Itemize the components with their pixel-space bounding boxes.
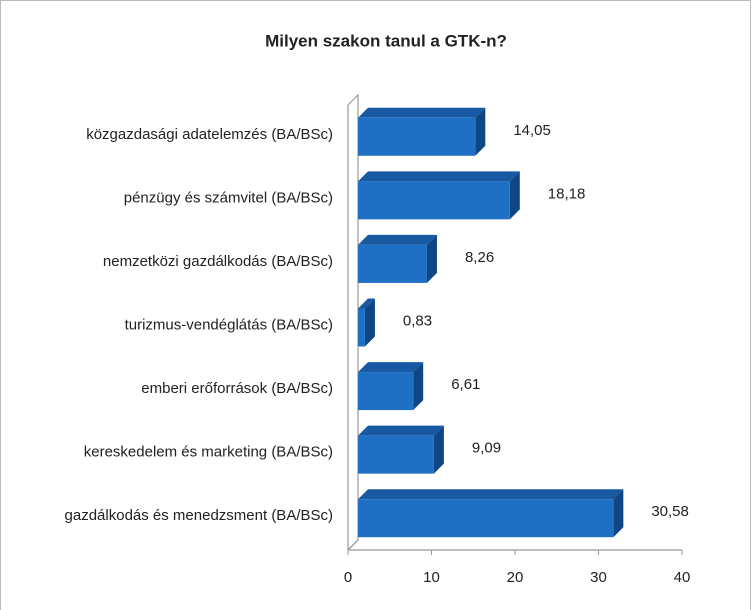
value-label: 0,83 [403,312,432,329]
bar [358,308,365,347]
bar-top [358,298,375,309]
bar [358,499,614,538]
value-label: 30,58 [651,503,689,520]
y-tick-label: kereskedelem és marketing (BA/BSc) [84,444,333,461]
y-tick-label: nemzetközi gazdálkodás (BA/BSc) [103,253,333,270]
bar [358,117,476,156]
value-label: 6,61 [451,376,480,393]
x-tick-label: 30 [590,569,607,586]
bar-top [358,362,424,373]
value-label: 8,26 [465,249,494,266]
x-tick-label: 40 [674,569,691,586]
y-tick-label: turizmus-vendéglátás (BA/BSc) [125,316,333,333]
bar-top [358,234,437,245]
bar-side [509,171,520,220]
bar [358,244,427,283]
bar-top [358,489,624,500]
value-label: 18,18 [548,185,586,202]
bar-top [358,425,444,436]
value-label: 14,05 [513,122,551,139]
x-tick-label: 10 [423,569,440,586]
bar-side [364,298,375,347]
bar-top [358,107,486,118]
chart-title: Milyen szakon tanul a GTK-n? [265,31,507,50]
bar-side [413,362,424,411]
value-label: 9,09 [472,440,501,457]
y-tick-label: gazdálkodás és menedzsment (BA/BSc) [65,507,333,524]
bar-top [358,171,520,182]
y-tick-label: közgazdasági adatelemzés (BA/BSc) [86,126,333,143]
bar [358,372,414,411]
bar [358,435,434,474]
bar-side [426,234,437,283]
y-tick-label: pénzügy és számvitel (BA/BSc) [124,189,333,206]
bar-side [475,107,486,156]
x-tick-label: 0 [344,569,352,586]
bar-side [613,489,624,538]
x-tick-label: 20 [507,569,524,586]
y-tick-label: emberi erőforrások (BA/BSc) [141,380,333,397]
bar-side [433,425,444,474]
bar [358,181,510,220]
